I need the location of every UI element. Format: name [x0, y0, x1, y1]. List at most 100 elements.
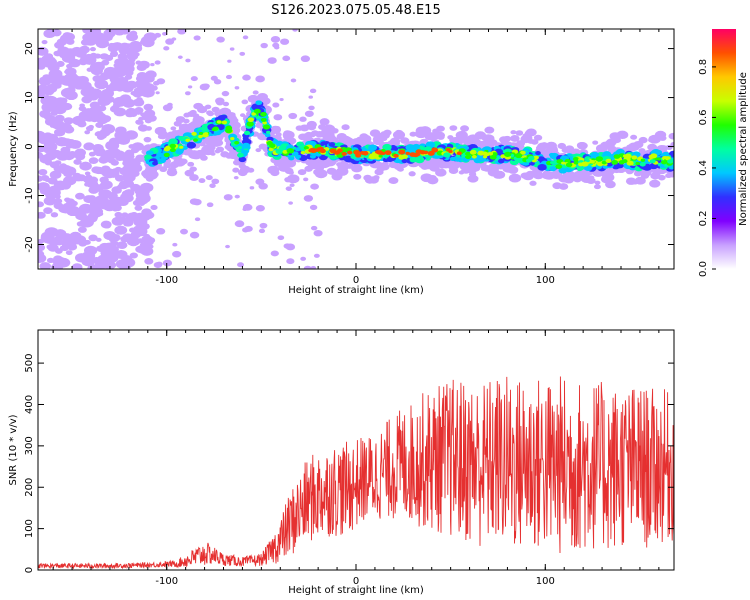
spectrogram-cell [96, 245, 103, 251]
spectrogram-cell [192, 115, 205, 125]
spectrogram-cell [306, 120, 317, 129]
spectrogram-cell [103, 242, 116, 251]
colorbar-gradient [712, 29, 736, 269]
spectrogram-cell [84, 36, 98, 46]
spectrogram-cell [211, 127, 217, 132]
spectrogram-cell [347, 150, 353, 155]
spectrogram-cell [251, 112, 257, 116]
spectrogram-cell [60, 181, 72, 189]
spectrogram-cell [118, 216, 127, 223]
spectrogram-cell [78, 110, 91, 120]
spectrogram-cell [207, 144, 216, 151]
spectrogram-cell [106, 251, 119, 260]
spectrogram-cell [211, 106, 220, 113]
spectrogram-cell [425, 141, 436, 149]
spectrogram-cell [453, 136, 465, 145]
spectrogram-cell [239, 51, 246, 56]
spectrogram-cell [655, 150, 663, 155]
spectrogram-cell [230, 137, 235, 141]
spectrogram-cell [310, 225, 318, 231]
spectrogram-cell [131, 142, 144, 151]
spectrogram-cell [570, 148, 581, 156]
spectrogram-cell [300, 256, 307, 261]
snr-ytick-label: 500 [24, 354, 35, 373]
spectrogram-cell [213, 142, 220, 147]
spectrogram-cell [297, 169, 307, 176]
spectrogram-cell [79, 103, 85, 108]
spectrogram-cell [266, 140, 273, 146]
spectrogram-cell [621, 159, 628, 164]
spectrogram-cell [173, 157, 186, 167]
spectrogram-cell [61, 239, 76, 250]
spectrogram-cell [649, 159, 656, 164]
spectrogram-cell [377, 140, 385, 146]
spectrogram-cell [129, 40, 143, 51]
spectrogram-xtick-label: 100 [536, 275, 555, 286]
spectrogram-cell [143, 103, 154, 111]
spectrogram-cell [187, 161, 195, 167]
spectrogram-cell [105, 140, 120, 151]
spectrogram-cell [91, 62, 105, 72]
spectrogram-cell [261, 144, 269, 150]
spectrogram-cell [54, 232, 61, 238]
spectrogram-cell [53, 165, 64, 173]
spectrogram-cell [97, 132, 108, 139]
spectrogram-cell [303, 177, 309, 182]
spectrogram-cell [217, 120, 222, 124]
spectrogram-cell [456, 151, 462, 156]
spectrogram-cell [107, 157, 116, 164]
spectrogram-cell [185, 58, 191, 63]
spectrogram-cell [155, 91, 160, 95]
spectrogram-cell [125, 80, 138, 89]
spectrogram-cell [242, 74, 251, 81]
spectrogram-cell [147, 114, 157, 122]
spectrogram-cell [45, 144, 57, 153]
spectrogram-cell [89, 101, 100, 109]
spectrogram-cell [118, 29, 131, 35]
spectrogram-cell [487, 168, 500, 177]
spectrogram-cell [74, 148, 86, 157]
spectrogram-cell [405, 144, 415, 151]
spectrogram-cell [56, 60, 65, 68]
spectrogram-cell [184, 91, 191, 96]
snr-panel: -100 0 100 0 100 200 300 400 500 Height of strai… [8, 329, 675, 596]
spectrogram-cell [471, 155, 477, 159]
spectrogram-cell [47, 243, 59, 252]
spectrogram-cell [42, 86, 55, 96]
spectrogram-cell [119, 167, 132, 176]
spectrogram-cell [132, 199, 142, 206]
spectrogram-cell [604, 139, 616, 148]
spectrogram-cell [659, 164, 666, 169]
spectrogram-cell [258, 228, 266, 234]
spectrogram-cell [319, 146, 324, 150]
spectrogram-cell [194, 217, 201, 222]
spectrogram-cell [313, 253, 320, 258]
spectrogram-cell [304, 110, 314, 117]
spectrogram-cell [264, 133, 271, 138]
spectrogram-cell [83, 208, 91, 213]
spectrogram-cell [64, 74, 72, 80]
spectrogram-cell [284, 167, 294, 175]
spectrogram-cell [51, 29, 62, 37]
spectrogram-cell [54, 160, 62, 166]
spectrogram-cell [72, 264, 80, 269]
spectrogram-ytick-label: 10 [24, 91, 35, 104]
spectrogram-cell [136, 63, 147, 72]
spectrogram-cell [289, 183, 295, 187]
spectrogram-cell [134, 106, 144, 114]
spectrogram-cell [238, 156, 247, 163]
spectrogram-cell [138, 116, 145, 122]
spectrogram-cell [169, 143, 176, 149]
snr-series-line [38, 376, 674, 570]
spectrogram-cell [270, 250, 279, 257]
spectrogram-cell [40, 234, 53, 243]
spectrogram-cell [255, 100, 263, 106]
spectrogram-cell [143, 136, 152, 143]
spectrogram-cell [129, 252, 138, 259]
spectrogram-cell [301, 133, 312, 141]
spectrogram-cell [278, 160, 290, 168]
spectrogram-cell [85, 125, 94, 132]
spectrogram-cell [163, 152, 170, 158]
spectrogram-cell [216, 36, 225, 43]
